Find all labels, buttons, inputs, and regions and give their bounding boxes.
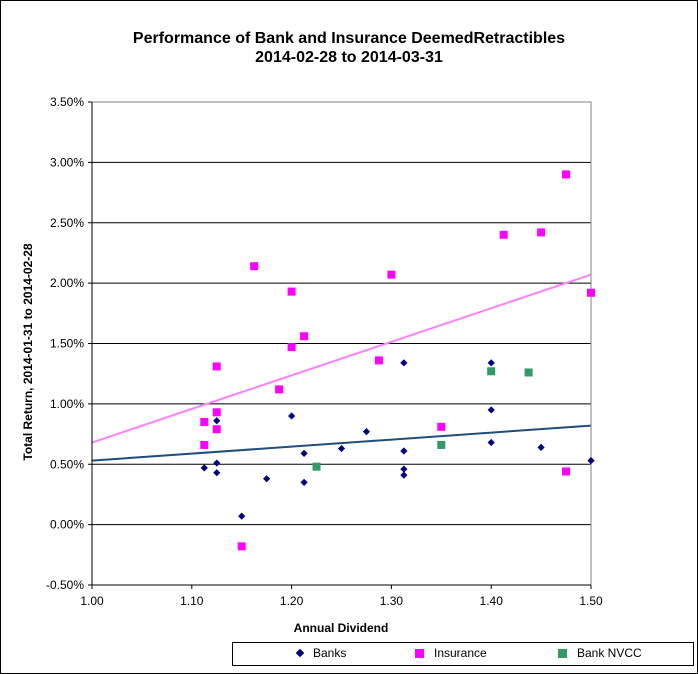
point-banks bbox=[400, 471, 408, 479]
point-bank-nvcc bbox=[437, 440, 446, 449]
point-insurance bbox=[437, 422, 446, 431]
y-tick-label: 0.50% bbox=[50, 457, 84, 471]
point-insurance bbox=[287, 343, 296, 352]
point-insurance bbox=[587, 288, 595, 297]
insurance-marker-icon bbox=[415, 648, 424, 658]
legend-label-insurance: Insurance bbox=[434, 646, 487, 660]
point-insurance bbox=[300, 332, 309, 341]
x-tick-label: 1.20 bbox=[280, 594, 304, 608]
point-insurance bbox=[237, 542, 246, 551]
point-banks bbox=[213, 459, 221, 467]
point-banks bbox=[213, 417, 221, 425]
chart-subtitle: 2014-02-28 to 2014-03-31 bbox=[255, 49, 443, 66]
point-insurance bbox=[212, 408, 221, 417]
trendline-banks bbox=[91, 424, 592, 462]
point-insurance bbox=[287, 287, 296, 296]
point-insurance bbox=[374, 356, 383, 365]
point-insurance bbox=[562, 467, 571, 476]
point-banks bbox=[362, 428, 371, 436]
y-tick-label: 2.50% bbox=[50, 216, 84, 230]
y-tick-label: 3.00% bbox=[50, 155, 84, 169]
chart-title: Performance of Bank and Insurance Deemed… bbox=[132, 30, 566, 47]
point-banks bbox=[238, 512, 246, 520]
x-axis-title: Annual Dividend bbox=[294, 621, 389, 635]
y-tick-label: 1.00% bbox=[50, 397, 84, 411]
axis-layer bbox=[88, 101, 592, 589]
point-insurance bbox=[200, 417, 209, 426]
trendline-layer bbox=[91, 273, 592, 462]
point-insurance bbox=[212, 362, 221, 371]
y-tick-label: 2.00% bbox=[50, 276, 84, 290]
grid-layer bbox=[92, 101, 591, 586]
point-banks bbox=[337, 444, 346, 453]
legend-item-banks: Banks bbox=[295, 646, 347, 660]
point-banks bbox=[288, 412, 296, 420]
point-banks bbox=[300, 449, 308, 457]
x-tick-label: 1.30 bbox=[380, 594, 404, 608]
point-bank-nvcc bbox=[312, 462, 321, 471]
point-banks bbox=[400, 465, 408, 473]
legend: Banks Insurance Bank NVCC bbox=[232, 642, 694, 666]
banks-marker-icon bbox=[295, 648, 305, 658]
point-bank-nvcc bbox=[487, 367, 496, 376]
point-bank-nvcc bbox=[524, 368, 533, 377]
point-banks bbox=[263, 475, 271, 483]
point-banks bbox=[537, 443, 545, 451]
y-tick-label: 1.50% bbox=[50, 337, 84, 351]
point-insurance bbox=[200, 440, 209, 449]
point-insurance bbox=[212, 425, 221, 434]
y-axis-title: Total Return, 2014-01-31 to 2014-02-28 bbox=[21, 243, 35, 461]
point-banks bbox=[587, 457, 595, 465]
x-tick-label: 1.40 bbox=[480, 594, 504, 608]
point-insurance bbox=[275, 385, 284, 394]
trendline-insurance bbox=[91, 273, 592, 444]
legend-label-banks: Banks bbox=[313, 646, 347, 660]
point-banks bbox=[487, 406, 495, 414]
y-tick-label: 3.50% bbox=[50, 95, 84, 109]
point-banks bbox=[487, 359, 495, 367]
tick-label-layer: -0.50% 0.00% 0.50% 1.00% 1.50% 2.00% 2.50% 3.00… bbox=[46, 95, 603, 608]
y-tick-label: -0.50% bbox=[46, 578, 84, 592]
point-insurance bbox=[562, 170, 571, 179]
x-tick-label: 1.10 bbox=[180, 594, 204, 608]
point-banks bbox=[487, 438, 495, 447]
bank-nvcc-marker-icon bbox=[558, 648, 567, 658]
point-banks bbox=[400, 447, 408, 455]
point-banks bbox=[300, 478, 308, 486]
point-banks bbox=[200, 464, 208, 472]
point-insurance bbox=[250, 262, 259, 271]
legend-label-bank-nvcc: Bank NVCC bbox=[577, 646, 642, 660]
point-banks bbox=[400, 359, 408, 367]
legend-item-bank-nvcc: Bank NVCC bbox=[558, 646, 642, 660]
x-tick-label: 1.00 bbox=[80, 594, 104, 608]
legend-item-insurance: Insurance bbox=[415, 646, 487, 660]
point-insurance bbox=[537, 228, 546, 237]
marks-layer bbox=[200, 170, 595, 551]
y-tick-label: 0.00% bbox=[50, 518, 84, 532]
point-insurance bbox=[387, 270, 396, 279]
point-insurance bbox=[499, 230, 508, 239]
x-tick-label: 1.50 bbox=[579, 594, 603, 608]
point-banks bbox=[213, 469, 221, 477]
